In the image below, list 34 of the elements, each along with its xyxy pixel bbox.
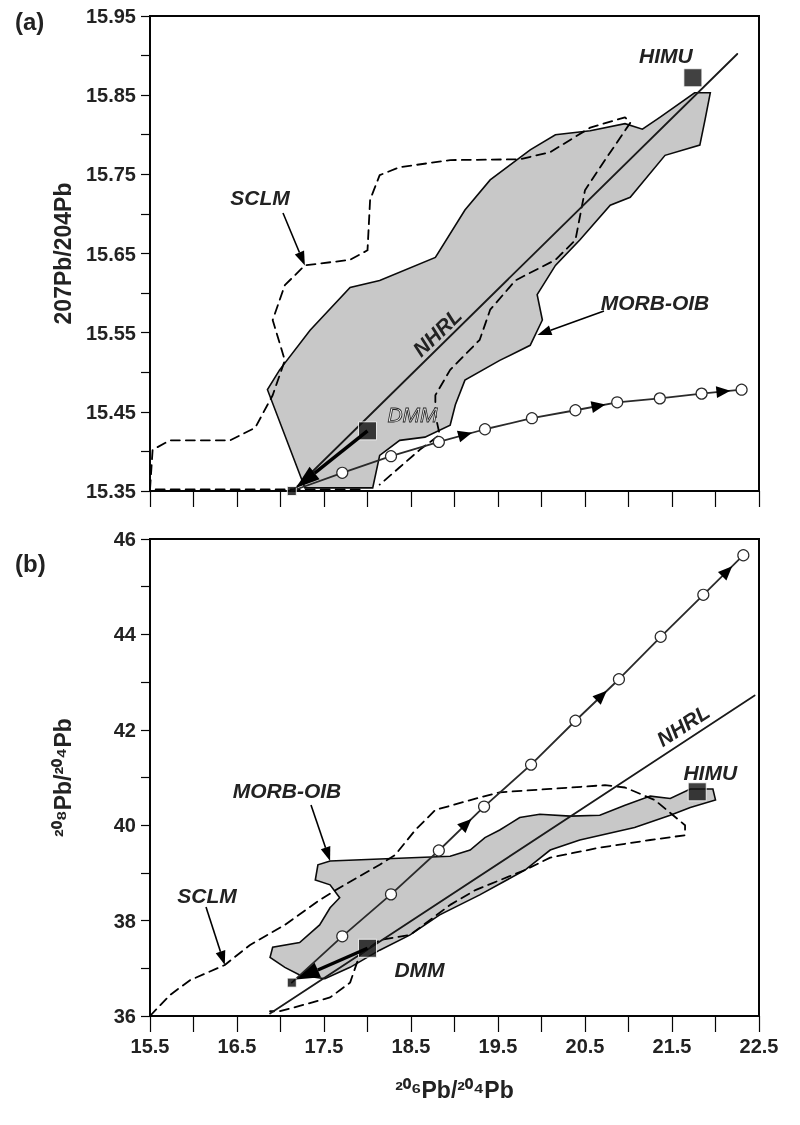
y-axis-title: ²⁰⁸Pb/²⁰⁴Pb [49, 718, 76, 837]
y-tick-label: 15.85 [85, 84, 136, 107]
y-tick-label: 15.75 [85, 163, 136, 186]
chart-title: (a) [15, 7, 45, 35]
x-tick-label: 21.5 [652, 1035, 692, 1057]
x-tick-label: 17.5 [304, 1035, 344, 1057]
y-tick-label: 44 [113, 623, 137, 646]
y-tick-label: 42 [113, 718, 136, 741]
annotation: DMM [394, 957, 446, 981]
y-tick-label: 15.55 [85, 321, 136, 344]
x-tick-label: 19.5 [478, 1035, 518, 1057]
y-tick-label: 38 [113, 909, 136, 932]
y-tick-label: 15.95 [85, 5, 136, 27]
annotation: HIMU [639, 44, 694, 68]
annotation: HIMU [683, 761, 738, 785]
y-tick-label: 15.45 [85, 400, 136, 423]
y-axis-title: 207Pb/204Pb [49, 182, 76, 325]
chart-title: (b) [15, 549, 46, 577]
y-tick-label: 46 [113, 528, 136, 550]
x-tick-label: 15.5 [130, 1035, 170, 1057]
x-tick-label: 22.5 [739, 1035, 779, 1057]
x-axis-title: ²⁰⁶Pb/²⁰⁴Pb [395, 1076, 514, 1103]
x-tick-label: 20.5 [565, 1035, 605, 1057]
annotation: DMM [387, 403, 439, 427]
annotation: SCLM [177, 883, 238, 907]
y-tick-label: 36 [113, 1005, 136, 1027]
y-tick-label: 40 [113, 814, 136, 837]
y-tick-label: 15.35 [85, 480, 136, 502]
annotation: SCLM [230, 186, 291, 209]
x-tick-label: 18.5 [391, 1035, 431, 1057]
annotation: MORB-OIB [232, 778, 342, 802]
x-tick-label: 16.5 [217, 1035, 257, 1057]
annotation: MORB-OIB [600, 291, 710, 314]
y-tick-label: 15.65 [85, 242, 136, 265]
